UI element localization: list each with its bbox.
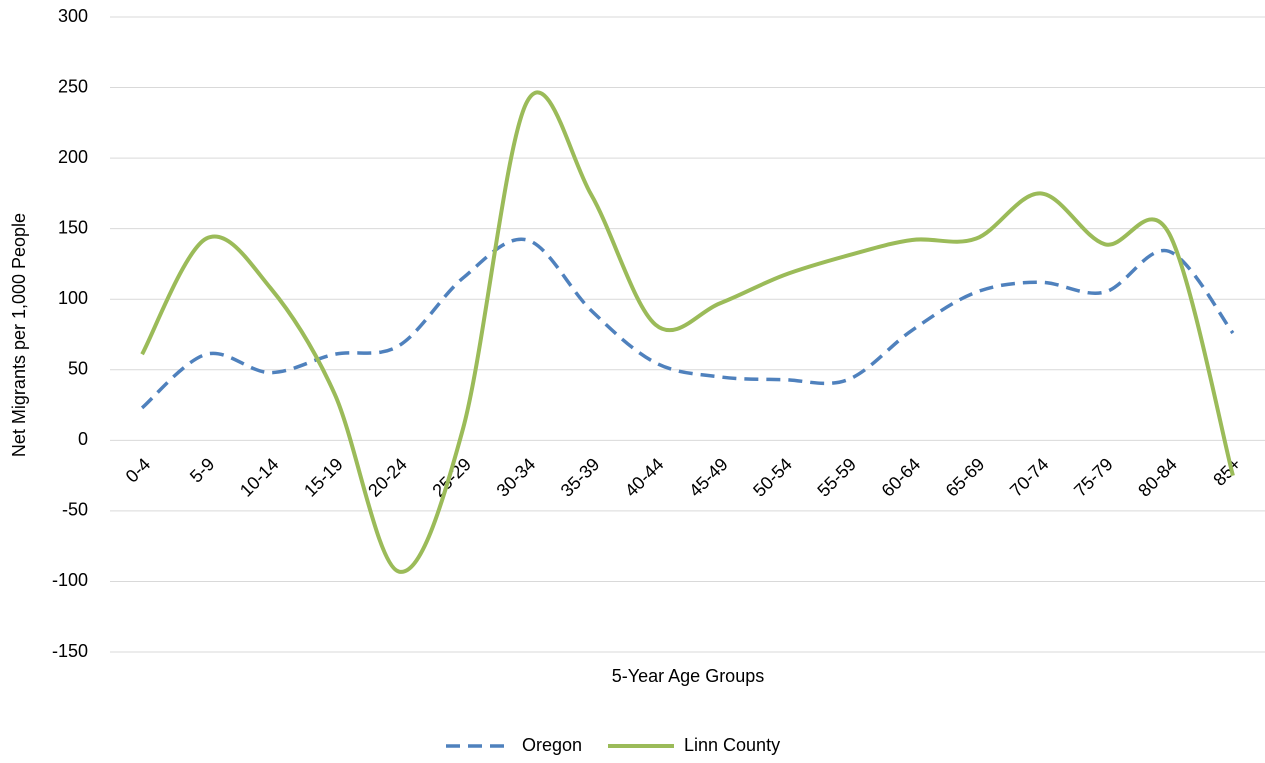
y-tick-label: 300	[58, 6, 88, 26]
x-tick-label: 80-84	[1134, 454, 1181, 501]
x-tick-label: 0-4	[122, 454, 155, 487]
x-tick-label: 55-59	[813, 454, 860, 501]
x-axis-title: 5-Year Age Groups	[612, 666, 764, 686]
y-tick-label: 250	[58, 76, 88, 96]
y-tick-label: 200	[58, 147, 88, 167]
legend-label: Oregon	[522, 735, 582, 755]
y-tick-label: 150	[58, 217, 88, 237]
x-tick-label: 75-79	[1070, 454, 1117, 501]
x-tick-label: 15-19	[300, 454, 347, 501]
legend-label: Linn County	[684, 735, 780, 755]
x-tick-label: 35-39	[557, 454, 604, 501]
y-tick-label: -100	[52, 570, 88, 590]
x-tick-label: 60-64	[878, 454, 925, 501]
x-tick-label: 5-9	[186, 454, 219, 487]
y-tick-label: 0	[78, 429, 88, 449]
x-tick-label: 20-24	[364, 454, 411, 501]
x-tick-label: 50-54	[749, 454, 796, 501]
x-tick-label: 40-44	[621, 454, 668, 501]
y-tick-label: -150	[52, 641, 88, 661]
x-tick-label: 10-14	[236, 454, 283, 501]
y-tick-label: 100	[58, 288, 88, 308]
x-tick-label: 70-74	[1006, 454, 1053, 501]
x-tick-label: 45-49	[685, 454, 732, 501]
y-tick-label: -50	[62, 500, 88, 520]
series-line	[140, 90, 1235, 574]
y-tick-label: 50	[68, 359, 88, 379]
series-line	[140, 237, 1235, 410]
x-tick-label: 25-29	[428, 454, 475, 501]
y-axis-title: Net Migrants per 1,000 People	[9, 213, 29, 457]
x-tick-label: 30-34	[493, 454, 540, 501]
x-tick-label: 65-69	[942, 454, 989, 501]
